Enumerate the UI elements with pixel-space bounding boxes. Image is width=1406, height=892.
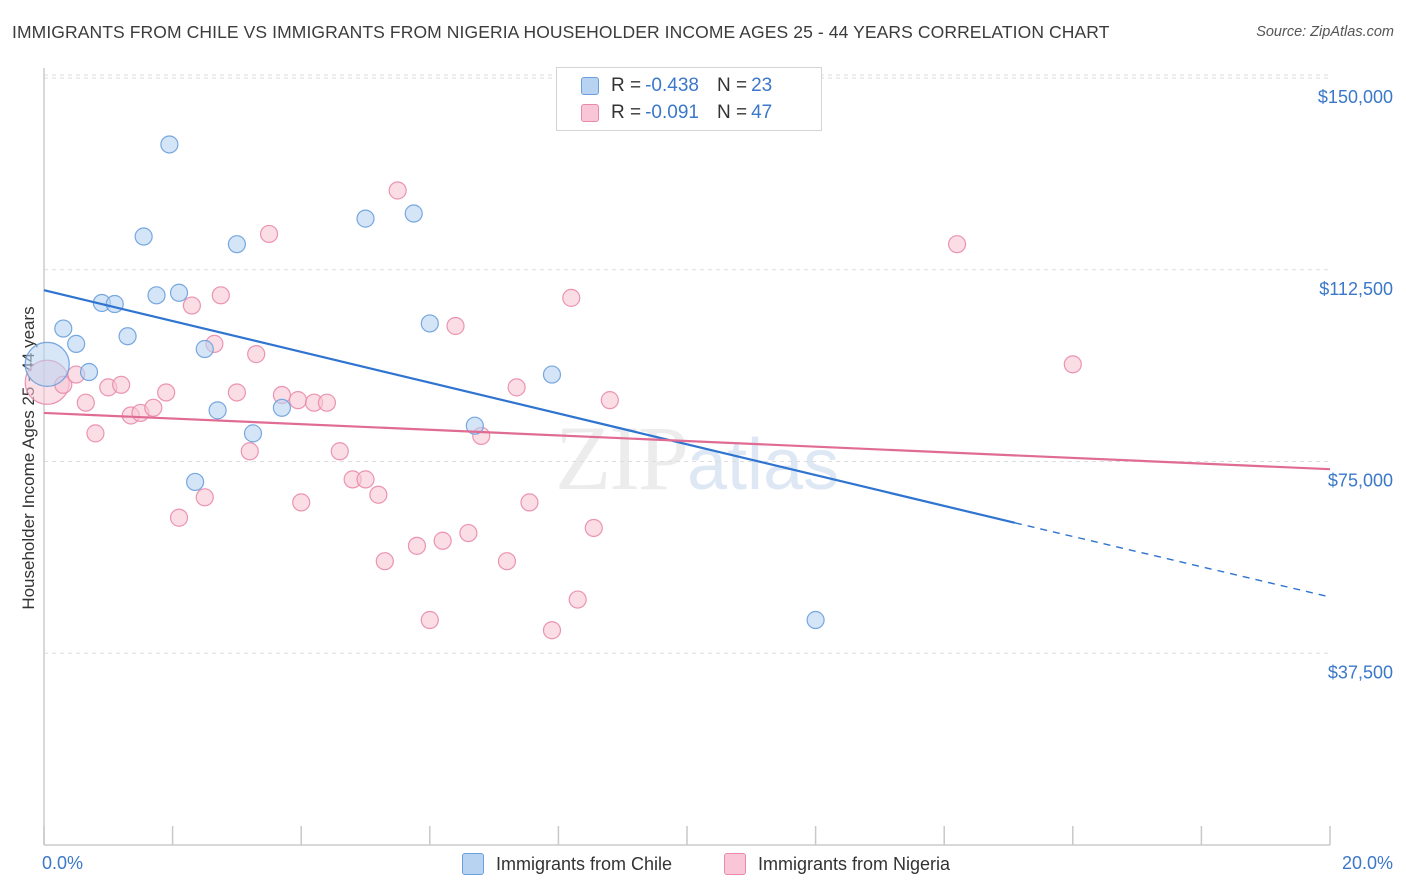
point-nigeria-27 (356, 470, 375, 489)
point-nigeria-22 (292, 493, 311, 512)
point-nigeria-17 (247, 345, 266, 364)
point-nigeria-46 (1063, 355, 1082, 374)
point-nigeria-32 (420, 610, 439, 630)
y-tick-label-1: $75,000 (1328, 471, 1393, 491)
point-chile-8 (160, 135, 179, 154)
point-nigeria-42 (568, 590, 587, 609)
x-tick-label-1: 20.0% (1342, 853, 1393, 873)
point-nigeria-38 (507, 378, 526, 397)
point-chile-20 (465, 416, 484, 435)
point-nigeria-21 (288, 391, 308, 410)
point-chile-11 (186, 472, 205, 492)
legend-swatch-nigeria (581, 104, 599, 122)
point-chile-9 (147, 286, 166, 305)
point-nigeria-19 (259, 224, 279, 244)
trendline-nigeria (43, 411, 1331, 471)
point-nigeria-18 (240, 442, 259, 461)
series-legend-label-nigeria: Immigrants from Nigeria (758, 853, 951, 874)
legend-r-value-chile: -0.438 (645, 75, 699, 96)
y-tick-label-3: $150,000 (1318, 87, 1393, 107)
legend-n-value-chile: 23 (751, 75, 773, 96)
legend-r-value-nigeria: -0.091 (645, 102, 699, 123)
y-tick-label-2: $112,500 (1319, 279, 1393, 299)
series-legend-swatch-nigeria (724, 853, 746, 875)
point-chile-6 (118, 327, 137, 346)
point-chile-22 (806, 610, 825, 630)
point-nigeria-44 (600, 391, 619, 410)
series-legend-label-chile: Immigrants from Chile (496, 853, 673, 874)
point-nigeria-45 (947, 235, 967, 254)
point-chile-17 (356, 209, 375, 228)
point-nigeria-24 (317, 393, 337, 412)
legend-n-value-nigeria: 47 (751, 102, 773, 123)
point-nigeria-33 (433, 531, 452, 550)
series-legend-chile: Immigrants from Chile (462, 851, 672, 877)
source-credit: Source: ZipAtlas.com (1256, 24, 1394, 40)
point-nigeria-31 (407, 536, 427, 555)
watermark-sub: atlas (687, 425, 840, 505)
point-nigeria-30 (388, 181, 407, 200)
point-chile-15 (243, 424, 263, 443)
trendline-chile-projection (1014, 522, 1331, 598)
legend-r-label-nigeria: R = (611, 102, 642, 123)
point-nigeria-11 (169, 508, 189, 527)
point-chile-19 (420, 314, 439, 333)
point-nigeria-28 (369, 485, 388, 504)
point-nigeria-9 (144, 398, 163, 417)
point-chile-5 (105, 294, 124, 314)
point-chile-12 (195, 339, 214, 359)
legend-row-nigeria: R = -0.091 N = 47 (581, 100, 772, 126)
point-nigeria-37 (497, 552, 517, 571)
legend-n-label-chile: N = (716, 75, 748, 96)
legend-row-chile: R = -0.438 N = 23 (581, 73, 772, 99)
point-nigeria-41 (562, 288, 581, 307)
point-nigeria-40 (542, 621, 562, 640)
point-chile-10 (169, 283, 189, 302)
point-chile-13 (208, 401, 227, 420)
legend-swatch-chile (581, 77, 599, 95)
correlation-legend: R = -0.438 N = 23 R = -0.091 N = 47 (556, 67, 822, 131)
point-chile-3 (79, 362, 99, 382)
point-nigeria-4 (86, 424, 105, 443)
point-nigeria-15 (211, 286, 230, 305)
series-legend-swatch-chile (462, 853, 484, 875)
legend-r-label-chile: R = (611, 75, 642, 96)
point-nigeria-10 (157, 383, 176, 402)
point-nigeria-25 (330, 442, 349, 461)
point-chile-18 (404, 204, 423, 223)
watermark-main: ZIP (555, 407, 689, 509)
point-nigeria-6 (112, 375, 131, 394)
chart-title: IMMIGRANTS FROM CHILE VS IMMIGRANTS FROM… (12, 22, 1110, 42)
point-chile-1 (54, 319, 73, 338)
y-tick-label-0: $37,500 (1328, 662, 1393, 682)
point-chile-14 (227, 235, 246, 254)
point-chile-2 (67, 334, 86, 353)
point-chile-0 (24, 341, 70, 387)
point-nigeria-29 (375, 552, 394, 571)
point-nigeria-43 (584, 518, 603, 538)
legend-n-label-nigeria: N = (716, 102, 748, 123)
watermark: ZIPatlas (555, 405, 839, 511)
point-chile-21 (542, 365, 562, 384)
trendline-chile (43, 289, 1016, 524)
x-tick-label-0: 0.0% (42, 853, 83, 873)
point-chile-16 (272, 398, 292, 417)
point-nigeria-34 (446, 316, 465, 336)
point-nigeria-39 (520, 493, 539, 512)
point-nigeria-13 (195, 488, 214, 507)
point-nigeria-12 (182, 296, 201, 315)
point-nigeria-3 (76, 393, 95, 412)
point-nigeria-16 (227, 383, 246, 402)
point-chile-7 (134, 227, 153, 246)
series-legend-nigeria: Immigrants from Nigeria (724, 851, 950, 877)
point-nigeria-35 (459, 523, 478, 543)
